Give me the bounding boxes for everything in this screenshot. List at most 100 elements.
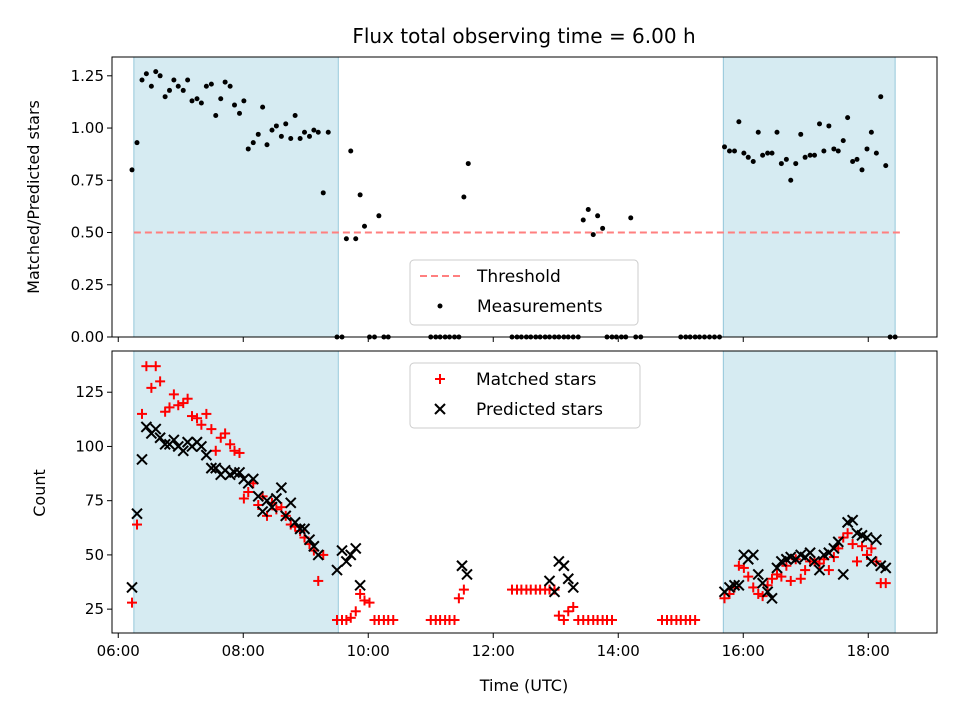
- matched-star-point: [842, 528, 853, 539]
- top-y-tick-label: 0.50: [71, 224, 104, 242]
- matched-star-point: [852, 556, 862, 567]
- predicted-star-point: [756, 577, 769, 589]
- measurement-point: [153, 69, 159, 75]
- measurement-point: [883, 163, 889, 169]
- measurement-point: [580, 217, 586, 223]
- measurement-point: [143, 71, 149, 77]
- measurement-point: [157, 73, 163, 79]
- measurement-point: [600, 225, 606, 231]
- predicted-star-point: [285, 497, 297, 509]
- matched-star-point: [350, 606, 361, 617]
- measurement-point: [807, 152, 813, 158]
- measurement-point: [245, 146, 251, 152]
- top-legend: Threshold Measurements: [409, 259, 639, 326]
- matched-star-point: [168, 389, 179, 400]
- predicted-star-point: [270, 492, 283, 505]
- matched-star-point: [823, 565, 834, 576]
- bottom-x-tick-label: 06:00: [97, 642, 140, 660]
- measurement-point: [732, 148, 737, 154]
- predicted-star-point: [154, 432, 166, 444]
- matched-star-point: [150, 361, 161, 372]
- predicted-star-point: [126, 581, 138, 594]
- measurement-point: [585, 207, 591, 213]
- measurement-point: [835, 148, 841, 154]
- predicted-star-point: [747, 549, 759, 561]
- matched-star-point: [220, 428, 231, 439]
- measurement-point: [765, 150, 771, 156]
- measurement-point: [129, 167, 135, 173]
- measurement-point: [148, 83, 154, 89]
- predicted-star-point: [228, 466, 241, 479]
- matched-star-point: [345, 612, 356, 623]
- matched-star-point: [388, 614, 399, 625]
- matched-star-point: [553, 610, 564, 621]
- predicted-star-point: [567, 581, 579, 594]
- legend-threshold-label: Threshold: [476, 267, 561, 287]
- predicted-star-point: [210, 462, 222, 474]
- measurement-point: [774, 129, 780, 135]
- measurement-point: [873, 150, 879, 156]
- bottom-y-axis-label: Count: [30, 469, 49, 517]
- matched-star-point: [719, 593, 730, 604]
- predicted-star-point: [562, 573, 574, 585]
- matched-star-point: [364, 597, 375, 608]
- predicted-star-point: [340, 555, 353, 568]
- bottom-y-tick-label: 75: [85, 492, 104, 510]
- measurement-point: [590, 232, 596, 238]
- legend-matched-swatch: [435, 374, 445, 384]
- legend-measurements-swatch: [437, 303, 443, 309]
- matched-star-point: [866, 543, 877, 554]
- measurement-point: [864, 146, 870, 152]
- predicted-star-point: [195, 440, 208, 453]
- measurement-point: [793, 161, 799, 167]
- predicted-star-point: [350, 542, 362, 555]
- matched-star-point: [234, 447, 245, 458]
- matched-star-point: [743, 571, 754, 582]
- measurement-point: [278, 133, 284, 139]
- predicted-star-point: [461, 568, 473, 581]
- top-y-tick-label: 0.75: [71, 171, 104, 189]
- matched-star-point: [146, 382, 157, 393]
- legend-predicted-marker: [434, 403, 446, 415]
- measurement-point: [461, 194, 467, 200]
- measurement-point: [783, 156, 789, 162]
- measurement-point: [348, 148, 354, 154]
- measurement-point: [736, 119, 742, 125]
- measurement-point: [325, 129, 331, 135]
- predicted-star-point: [766, 592, 778, 604]
- predicted-star-point: [846, 514, 859, 526]
- legend-matched-label: Matched stars: [476, 370, 596, 390]
- matched-star-point: [563, 606, 574, 617]
- measurement-point: [850, 158, 856, 164]
- top-y-tick-label: 0.25: [71, 276, 104, 294]
- predicted-star-point: [837, 568, 849, 581]
- top-y-axis-label: Matched/Predicted stars: [24, 100, 43, 294]
- matched-star-point: [341, 614, 352, 625]
- measurement-point: [180, 87, 186, 93]
- predicted-star-point: [312, 549, 324, 561]
- bottom-y-tick-label: 125: [75, 383, 104, 401]
- bottom-x-axis-label: Time (UTC): [479, 676, 568, 695]
- measurement-point: [320, 190, 326, 196]
- top-y-ticks: 0.00 0.25 0.50 0.75 1.00 1.25: [71, 67, 112, 346]
- predicted-star-point: [280, 510, 292, 522]
- measurement-point: [831, 146, 837, 152]
- predicted-star-point: [247, 473, 259, 485]
- matched-star-point: [767, 573, 777, 584]
- measurement-point: [755, 129, 761, 135]
- bottom-x-tick-label: 12:00: [472, 642, 515, 660]
- matched-star-point: [187, 411, 197, 422]
- predicted-star-point: [870, 534, 883, 546]
- predicted-star-point: [456, 560, 468, 572]
- predicted-star-point: [771, 562, 783, 574]
- matched-star-point: [318, 549, 329, 560]
- bottom-legend-box: [409, 362, 641, 429]
- matched-star-point: [206, 424, 217, 435]
- measurement-point: [357, 192, 363, 198]
- measurement-point: [269, 127, 275, 133]
- legend-predicted-swatch: [434, 403, 446, 415]
- matched-star-point: [857, 541, 867, 552]
- predicted-star-point: [298, 523, 311, 535]
- measurement-point: [288, 135, 294, 141]
- matched-star-point: [132, 519, 142, 530]
